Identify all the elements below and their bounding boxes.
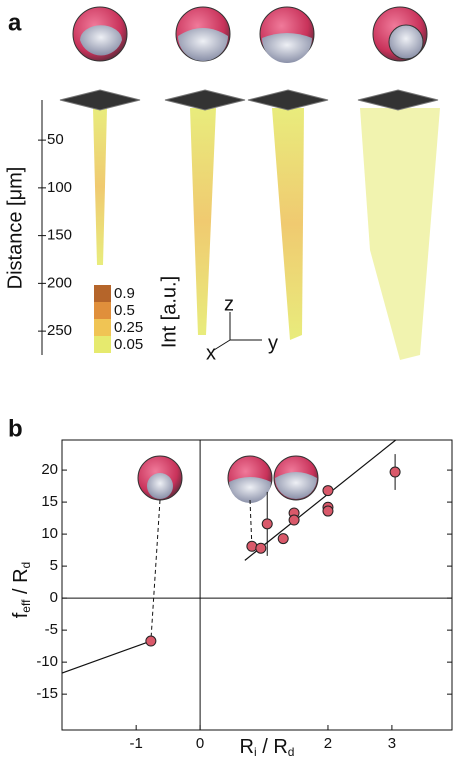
colorbar-swatch: [94, 336, 111, 353]
label-part: f: [10, 612, 32, 618]
y-tick-label: 10: [41, 525, 58, 542]
x-tick-label: 3: [388, 735, 396, 752]
y-tick-label: -10: [36, 653, 58, 670]
data-point: [288, 514, 300, 526]
data-point: [261, 518, 273, 530]
colorbar-swatch: [94, 319, 111, 336]
guide-line: [150, 499, 161, 642]
label-part: d: [19, 562, 33, 569]
data-point: [277, 533, 289, 545]
y-tick-label: 250: [47, 322, 72, 339]
guide-line: [249, 499, 253, 547]
y-tick-label: 150: [47, 227, 72, 244]
data-point: [322, 505, 334, 517]
plates: [59, 89, 439, 111]
x-tick-label: -1: [129, 735, 142, 752]
droplet-images: [72, 6, 428, 63]
label-part: d: [288, 745, 295, 759]
axis-name: y: [268, 332, 278, 354]
label-part: / R: [257, 736, 288, 758]
beam-plumes: [93, 108, 440, 360]
x-tick-label: 2: [324, 735, 332, 752]
colorbar-label: 0.25: [114, 319, 143, 336]
fit-line: [244, 439, 397, 561]
y-tick-label: 50: [47, 131, 64, 148]
axes-triad: [213, 312, 262, 351]
y-tick-label: 5: [50, 557, 58, 574]
fit-line: [61, 640, 152, 674]
colorbar-label: 0.9: [114, 285, 135, 302]
inset-images: [137, 455, 319, 503]
x-axis-label: Ri / Rd: [240, 736, 295, 759]
axis-name: z: [224, 293, 234, 315]
colorbar-title: Int [a.u.]: [158, 276, 180, 348]
label-part: eff: [19, 599, 33, 613]
axis-label: Distance [μm]: [4, 167, 26, 290]
label-part: / R: [10, 568, 32, 599]
y-tick-label: -15: [36, 685, 58, 702]
colorbar-label: 0.05: [114, 336, 143, 353]
y-tick-label: 0: [50, 589, 58, 606]
y-tick-label: 15: [41, 493, 58, 510]
data-point: [389, 466, 401, 478]
plot-frame: [61, 439, 453, 731]
colorbar-swatch: [94, 285, 111, 302]
panel-label: b: [8, 415, 23, 442]
colorbar-label: 0.5: [114, 302, 135, 319]
data-point: [322, 485, 334, 497]
colorbar-swatch: [94, 302, 111, 319]
y-tick-label: 100: [47, 179, 72, 196]
label-part: R: [240, 736, 254, 758]
data-point: [255, 542, 267, 554]
y-tick-label: 20: [41, 461, 58, 478]
data-point: [145, 635, 157, 647]
y-axis-label: feff / Rd: [10, 562, 33, 619]
panel-label: a: [8, 9, 22, 36]
data-point: [246, 540, 258, 552]
label-part: i: [254, 745, 257, 759]
y-tick-label: 200: [47, 274, 72, 291]
x-tick-label: 0: [196, 735, 204, 752]
axis-name: x: [206, 342, 216, 364]
y-tick-label: -5: [45, 621, 58, 638]
